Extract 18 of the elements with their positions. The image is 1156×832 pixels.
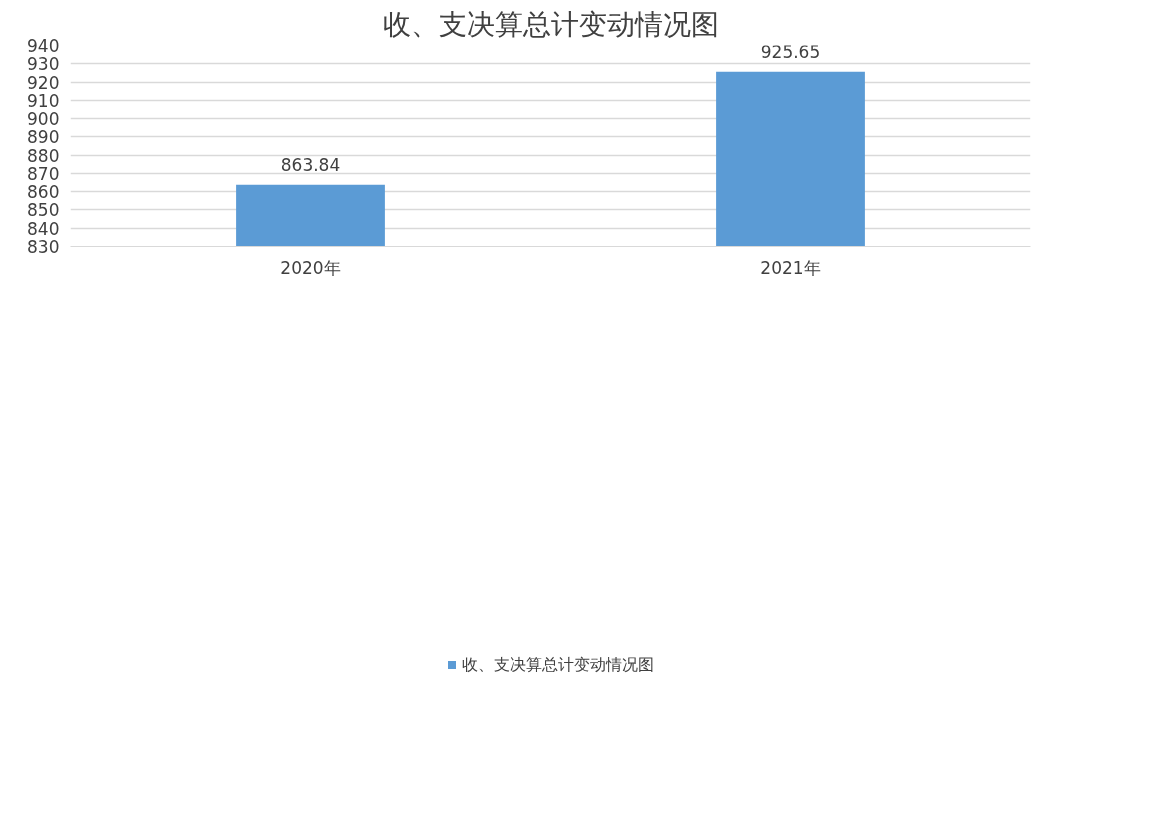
legend-label: 收、支决算总计变动情况图 <box>461 654 654 676</box>
y-tick-label: 830 <box>27 237 60 257</box>
y-tick-label: 910 <box>27 90 60 111</box>
y-tick-label: 890 <box>27 127 60 148</box>
chart-title: 收、支决算总计变动情况图 <box>382 7 719 41</box>
x-tick-label: 2021年 <box>760 257 821 278</box>
y-tick-label: 940 <box>27 36 60 56</box>
y-tick-label: 850 <box>27 200 60 221</box>
x-tick-label: 2020年 <box>280 257 341 278</box>
y-tick-label: 920 <box>27 72 60 93</box>
data-label: 925.65 <box>760 41 821 62</box>
data-label: 863.84 <box>280 154 341 175</box>
y-tick-label: 860 <box>27 182 60 203</box>
y-tick-label: 840 <box>27 218 60 239</box>
y-tick-label: 900 <box>27 109 60 130</box>
y-tick-label: 870 <box>27 163 60 184</box>
y-tick-label: 880 <box>27 145 60 166</box>
y-tick-label: 930 <box>27 54 60 75</box>
